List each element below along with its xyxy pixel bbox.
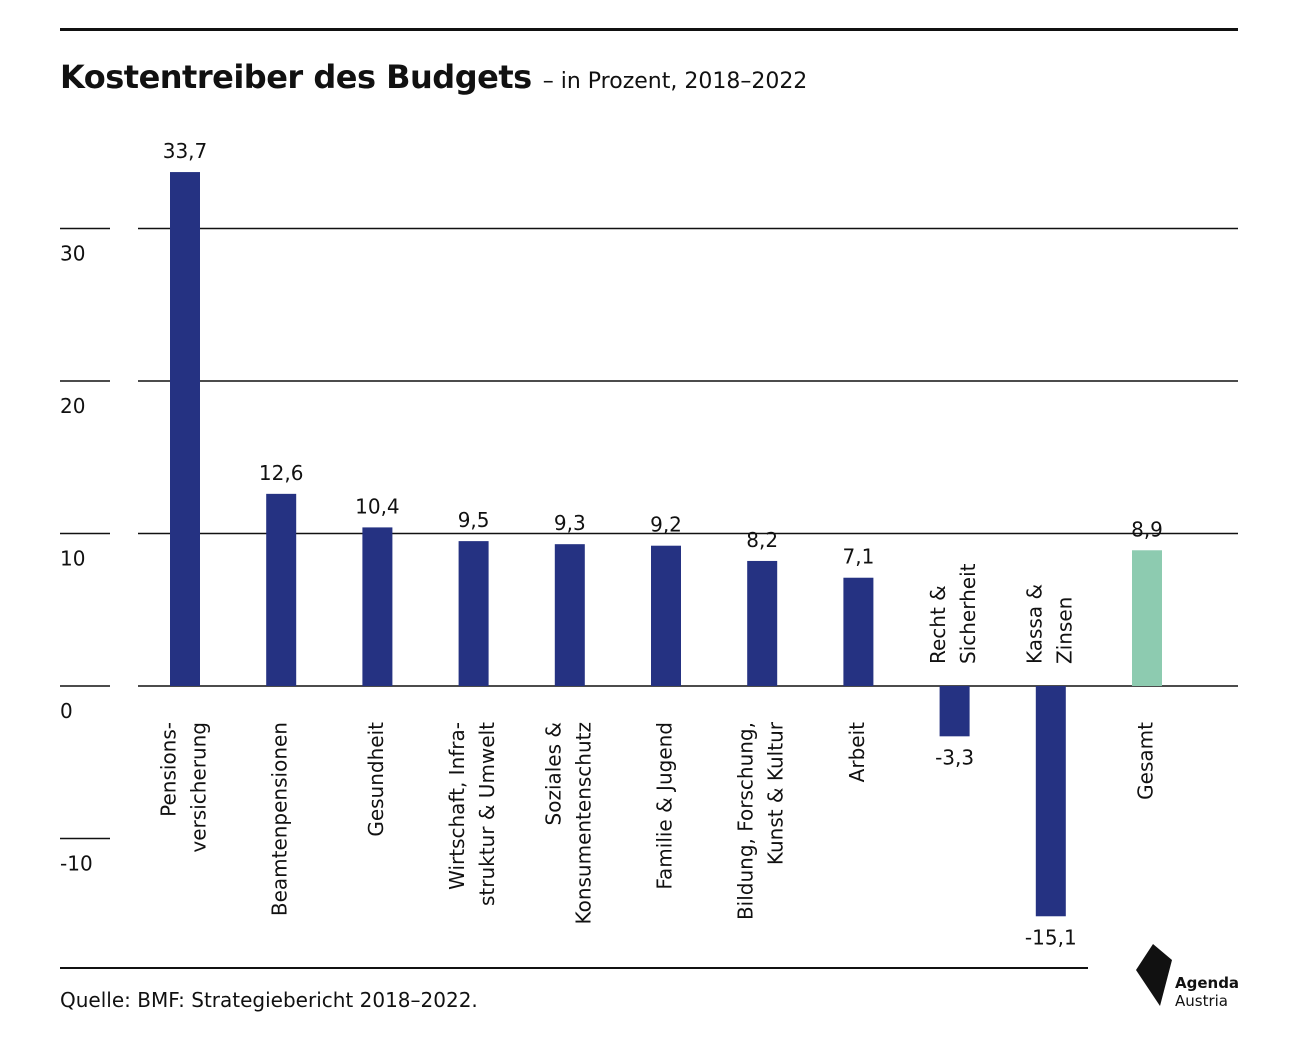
category-label: Pensions- bbox=[157, 722, 181, 817]
logo-subname: Austria bbox=[1175, 992, 1228, 1010]
category-label: Recht & bbox=[926, 585, 950, 664]
category-label: Gesundheit bbox=[364, 722, 388, 837]
logo-name: Agenda bbox=[1175, 974, 1240, 992]
value-label: 7,1 bbox=[842, 545, 874, 569]
value-label: 10,4 bbox=[355, 494, 400, 518]
y-tick-label: 20 bbox=[60, 394, 85, 418]
top-rule bbox=[60, 28, 1238, 31]
value-label: 12,6 bbox=[259, 461, 304, 485]
category-label: Familie & Jugend bbox=[653, 722, 677, 890]
category-label: Wirtschaft, Infra- bbox=[445, 722, 469, 890]
value-label: 9,5 bbox=[458, 508, 490, 532]
bar bbox=[651, 545, 681, 686]
bar bbox=[362, 527, 393, 686]
value-label: 8,2 bbox=[746, 528, 778, 552]
value-label: -3,3 bbox=[935, 745, 974, 769]
title-row: Kostentreiber des Budgets – in Prozent, … bbox=[60, 58, 807, 96]
value-label: 9,2 bbox=[650, 513, 682, 537]
category-label: Beamtenpensionen bbox=[268, 722, 292, 916]
category-label: Arbeit bbox=[845, 722, 869, 782]
category-label: Konsumentenschutz bbox=[571, 722, 595, 925]
category-label: Soziales & bbox=[541, 722, 565, 825]
bottom-rule bbox=[60, 967, 1088, 969]
category-label: Zinsen bbox=[1052, 597, 1076, 664]
y-tick-label: 30 bbox=[60, 242, 85, 266]
bar bbox=[747, 560, 778, 686]
bar bbox=[170, 172, 200, 686]
bar bbox=[843, 577, 874, 686]
source-note: Quelle: BMF: Strategiebericht 2018–2022. bbox=[60, 988, 478, 1012]
bar bbox=[554, 544, 585, 686]
category-label: Kunst & Kultur bbox=[764, 721, 788, 865]
value-label: 33,7 bbox=[163, 139, 208, 163]
category-label: Kassa & bbox=[1022, 584, 1046, 664]
bar bbox=[266, 493, 297, 686]
category-label: Bildung, Forschung, bbox=[734, 722, 758, 920]
y-tick-label: 0 bbox=[60, 699, 73, 723]
category-label: Sicherheit bbox=[956, 563, 980, 664]
chart-subtitle: – in Prozent, 2018–2022 bbox=[542, 69, 808, 94]
category-label: struktur & Umwelt bbox=[475, 722, 499, 906]
bar bbox=[1035, 686, 1066, 917]
chart-title: Kostentreiber des Budgets bbox=[60, 58, 532, 96]
category-label: versicherung bbox=[187, 722, 211, 853]
bar bbox=[1132, 550, 1162, 686]
agenda-austria-logo bbox=[1136, 944, 1172, 1006]
value-label: 9,3 bbox=[554, 511, 586, 535]
value-label: 8,9 bbox=[1131, 517, 1163, 541]
y-tick-label: 10 bbox=[60, 547, 85, 571]
value-label: -15,1 bbox=[1025, 925, 1077, 949]
category-label: Gesamt bbox=[1134, 722, 1158, 800]
bar bbox=[939, 686, 970, 737]
y-tick-label: -10 bbox=[60, 852, 93, 876]
bar bbox=[458, 541, 489, 686]
